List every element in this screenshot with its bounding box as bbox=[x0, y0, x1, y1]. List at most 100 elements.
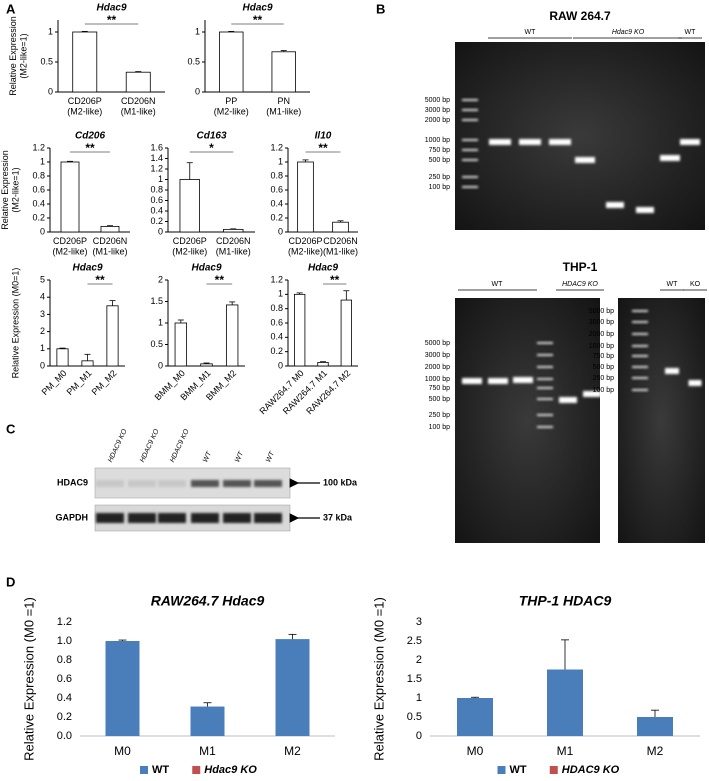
y-tick-label: 0.2 bbox=[57, 711, 72, 723]
bar bbox=[125, 71, 151, 93]
ladder-band bbox=[537, 378, 553, 380]
y-tick-label: 0.2 bbox=[150, 216, 163, 226]
ladder-band bbox=[462, 119, 478, 121]
y-tick-label: 2.5 bbox=[407, 635, 422, 647]
bar bbox=[294, 293, 306, 367]
ladder-band bbox=[462, 176, 478, 178]
y-tick-label: 0.0 bbox=[57, 730, 72, 742]
x-tick-label: PM_M1 bbox=[65, 368, 94, 397]
significance-label: ** bbox=[253, 13, 263, 27]
chart-title: THP-1 HDAC9 bbox=[519, 593, 612, 609]
significance-label: ** bbox=[85, 141, 95, 155]
ladder-band bbox=[537, 387, 553, 389]
legend-swatch bbox=[549, 766, 558, 774]
chart-title: Hdac9 bbox=[308, 263, 338, 274]
ladder-label: 3000 bp bbox=[425, 352, 450, 359]
y-tick-label: 0.2 bbox=[270, 212, 283, 222]
bar bbox=[297, 161, 314, 233]
lane-group-label: WT bbox=[525, 29, 537, 36]
x-tick-label: PN (M1-like) bbox=[266, 96, 301, 116]
y-tick-label: 0 bbox=[158, 226, 163, 236]
ladder-band bbox=[537, 414, 553, 416]
blot-band bbox=[191, 513, 219, 523]
y-axis-label: Relative Expression (M0=1) bbox=[10, 268, 20, 379]
y-tick-label: 0 bbox=[40, 226, 45, 236]
x-tick-label: PM_M0 bbox=[40, 368, 69, 397]
ladder-label: 500 bp bbox=[429, 396, 451, 403]
ladder-label: 5000 bp bbox=[589, 308, 614, 315]
ladder-label: 3000 bp bbox=[425, 107, 450, 114]
y-tick-label: 0.4 bbox=[57, 692, 72, 704]
blot-band bbox=[254, 513, 282, 523]
ladder-label: 500 bp bbox=[593, 364, 615, 371]
ladder-band bbox=[632, 366, 648, 368]
blot-size-label: 37 kDa bbox=[323, 512, 353, 522]
ladder-label: 250 bp bbox=[593, 375, 615, 382]
bar bbox=[223, 228, 244, 233]
ladder-label: 1000 bp bbox=[589, 343, 614, 350]
y-tick-label: 1.5 bbox=[407, 673, 422, 685]
chart-title: Hdac9 bbox=[72, 263, 102, 274]
y-tick-label: 0.8 bbox=[32, 170, 45, 180]
x-tick-label: M2 bbox=[647, 744, 664, 758]
y-tick-label: 2 bbox=[158, 274, 163, 284]
significance-label: * bbox=[209, 141, 214, 155]
blot-band bbox=[254, 480, 282, 487]
gel-band bbox=[513, 377, 533, 383]
y-tick-label: 0.2 bbox=[270, 346, 283, 356]
ladder-band bbox=[537, 366, 553, 368]
y-tick-label: 0.5 bbox=[150, 339, 163, 349]
x-tick-label: CD206N (M1-like) bbox=[93, 236, 128, 256]
y-tick-label: 0 bbox=[195, 86, 200, 96]
y-tick-label: 1 bbox=[195, 26, 200, 36]
y-tick-label: 1 bbox=[158, 174, 163, 184]
lane-group-label: KO bbox=[690, 281, 701, 288]
gel-title: THP-1 bbox=[563, 260, 598, 274]
gel-band bbox=[519, 139, 541, 145]
lane-label: WT bbox=[202, 450, 213, 463]
y-tick-label: 0.4 bbox=[32, 198, 45, 208]
y-axis-label: Relative Expression(M2-like=1) bbox=[8, 16, 28, 96]
blot-row-label: GAPDH bbox=[55, 512, 88, 522]
bar bbox=[56, 348, 69, 367]
ladder-label: 100 bp bbox=[593, 387, 615, 394]
gel-band bbox=[559, 397, 577, 403]
ladder-label: 750 bp bbox=[429, 147, 451, 154]
panel-label: C bbox=[6, 421, 16, 436]
gel bbox=[455, 298, 600, 543]
significance-label: ** bbox=[330, 273, 340, 287]
y-tick-label: 2 bbox=[416, 654, 422, 666]
gel-band bbox=[462, 378, 482, 384]
blot-size-label: 100 kDa bbox=[323, 477, 358, 487]
y-tick-label: 0.8 bbox=[150, 184, 163, 194]
y-tick-label: 0.2 bbox=[32, 212, 45, 222]
y-tick-label: 5 bbox=[40, 274, 45, 284]
ladder-label: 1000 bp bbox=[425, 376, 450, 383]
gel-band bbox=[606, 202, 624, 208]
y-tick-label: 1.2 bbox=[32, 142, 45, 152]
significance-label: ** bbox=[107, 13, 117, 27]
legend-swatch bbox=[192, 766, 201, 774]
y-axis-label: Relative Expression (M0 =1) bbox=[21, 597, 36, 761]
legend-swatch bbox=[140, 766, 148, 774]
y-tick-label: 1 bbox=[40, 343, 45, 353]
lane-label: HDAC9 KO bbox=[107, 428, 129, 464]
significance-label: ** bbox=[95, 273, 105, 287]
y-tick-label: 3 bbox=[416, 616, 422, 628]
bar bbox=[179, 179, 200, 233]
ladder-label: 250 bp bbox=[429, 412, 451, 419]
chart-title: Hdac9 bbox=[96, 3, 126, 14]
y-tick-label: 1 bbox=[416, 692, 422, 704]
y-axis-label: Relative Expression (M0 =1) bbox=[371, 597, 386, 761]
lane-label: HDAC9 KO bbox=[169, 428, 191, 464]
chart-title: Hdac9 bbox=[191, 263, 221, 274]
bar bbox=[332, 221, 349, 233]
y-tick-label: 0.6 bbox=[270, 317, 283, 327]
ladder-label: 500 bp bbox=[429, 157, 451, 164]
x-tick-label: CD206P (M2-like) bbox=[53, 236, 88, 256]
y-tick-label: 0.6 bbox=[57, 673, 72, 685]
y-tick-label: 1.6 bbox=[150, 142, 163, 152]
y-tick-label: 0 bbox=[416, 730, 422, 742]
y-tick-label: 1.0 bbox=[57, 635, 72, 647]
gel-band bbox=[660, 155, 680, 161]
